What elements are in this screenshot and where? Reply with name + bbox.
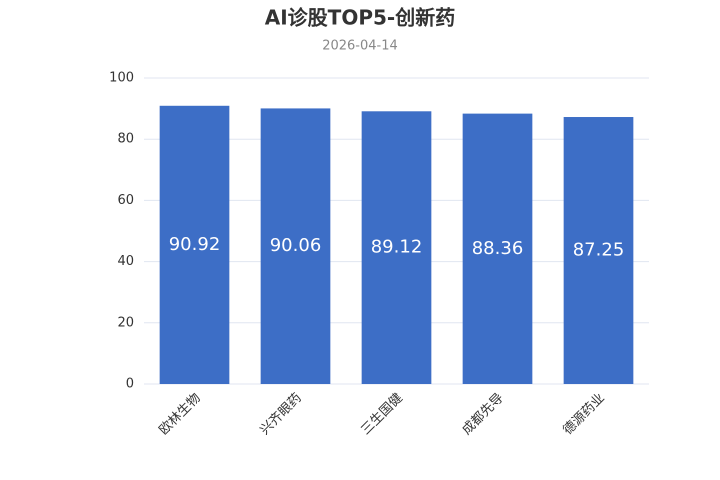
y-tick-label: 40 [117,254,134,269]
bar [462,113,533,384]
bar [260,108,331,385]
data-label: 89.12 [371,237,423,258]
x-tick-label: 德源药业 [560,391,607,438]
y-tick-label: 0 [126,377,134,392]
bar [563,117,634,384]
bar [159,105,230,385]
x-tick-label: 兴齐眼药 [257,390,305,438]
y-tick-label: 100 [109,71,134,86]
y-tick-label: 60 [117,193,134,208]
y-tick-label: 20 [117,315,134,330]
y-tick-label: 80 [117,132,134,147]
x-tick-label: 三生国健 [358,391,405,438]
x-tick-label: 欧林生物 [156,391,203,438]
bar [361,111,432,385]
chart-subtitle: 2026-04-14 [322,39,398,54]
data-label: 88.36 [472,238,524,259]
data-label: 90.92 [169,234,221,255]
data-label: 90.06 [270,235,322,256]
x-tick-label: 成都先导 [459,391,506,438]
chart-title: AI诊股TOP5-创新药 [265,6,455,30]
data-label: 87.25 [573,240,625,261]
